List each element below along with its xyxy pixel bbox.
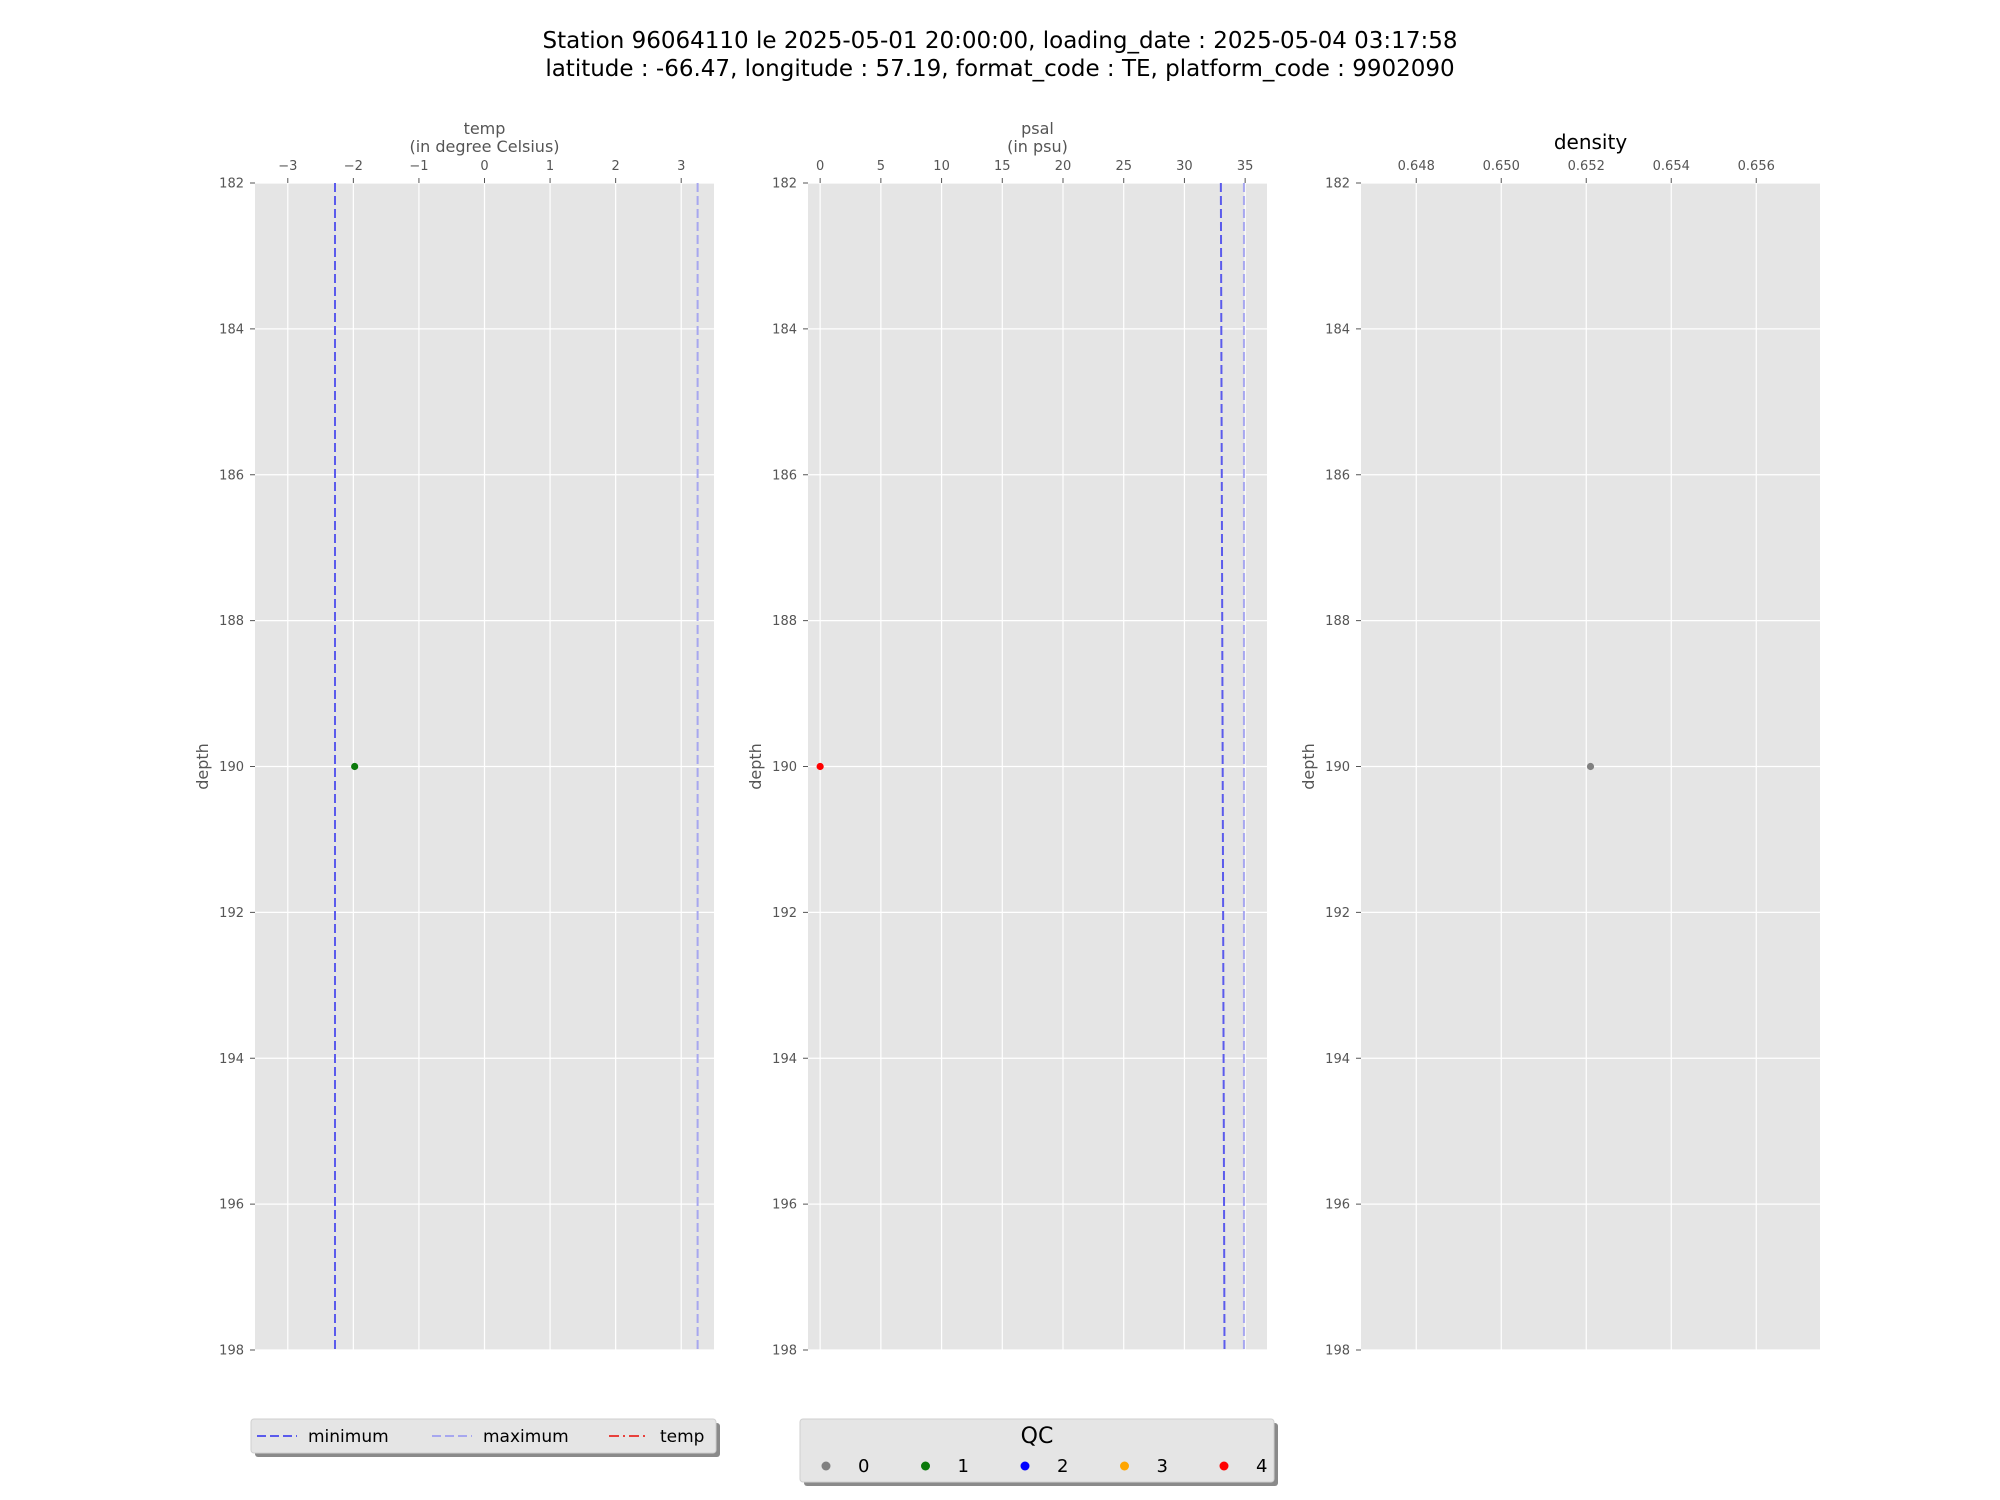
x-axis-label: psal <box>1021 119 1054 138</box>
y-tick-label: 192 <box>772 906 797 921</box>
y-tick-label: 188 <box>1325 614 1350 629</box>
x-tick-label: 5 <box>877 159 885 174</box>
qc-2-label: 2 <box>1057 1456 1068 1477</box>
y-tick-label: 188 <box>772 614 797 629</box>
x-tick-label: 3 <box>677 159 685 174</box>
y-tick-label: 190 <box>1325 760 1350 775</box>
y-tick-label: 182 <box>1325 177 1350 192</box>
y-tick-label: 190 <box>772 760 797 775</box>
y-tick-label: 198 <box>1325 1344 1350 1359</box>
y-tick-label: 184 <box>772 322 797 337</box>
qc-legend: QC 0 1 2 3 4 <box>799 1418 1278 1486</box>
y-tick-label: 186 <box>772 468 797 483</box>
y-tick-label: 186 <box>219 468 244 483</box>
x-tick-label: 2 <box>612 159 620 174</box>
y-tick-label: 196 <box>772 1198 797 1213</box>
y-tick-label: 198 <box>772 1344 797 1359</box>
panel-title: density <box>1554 130 1627 154</box>
x-tick-label: 0.650 <box>1483 159 1520 174</box>
qc-legend-title: QC <box>1021 1424 1054 1449</box>
x-tick-label: 20 <box>1055 159 1072 174</box>
x-tick-label: 0.656 <box>1738 159 1775 174</box>
y-tick-label: 184 <box>1325 322 1350 337</box>
x-tick-label: 1 <box>546 159 554 174</box>
temp-panel: −3 −2 −1 0 1 2 3 182 184 186 188 190 192 194 196 198 dep… <box>193 119 714 1359</box>
y-tick-label: 194 <box>772 1052 797 1067</box>
y-tick-label: 184 <box>219 322 244 337</box>
qc-3-label: 3 <box>1157 1456 1168 1477</box>
qc-2-marker <box>1020 1461 1030 1471</box>
x-tick-label: −2 <box>344 159 363 174</box>
line-legend: minimum maximum temp <box>250 1418 720 1457</box>
qc-1-label: 1 <box>958 1456 969 1477</box>
x-tick-label: 0.654 <box>1653 159 1690 174</box>
x-tick-label: 10 <box>933 159 950 174</box>
y-tick-label: 186 <box>1325 468 1350 483</box>
x-tick-label: 0 <box>816 159 824 174</box>
y-tick-label: 194 <box>1325 1052 1350 1067</box>
data-point <box>816 762 824 771</box>
x-tick-label: 0 <box>480 159 488 174</box>
qc-1-marker <box>921 1461 930 1471</box>
y-tick-label: 194 <box>219 1052 244 1067</box>
x-tick-label: 25 <box>1115 159 1132 174</box>
qc-3-marker <box>1120 1461 1129 1471</box>
y-tick-label: 188 <box>219 614 244 629</box>
legend-frame <box>250 1418 717 1454</box>
qc-0-label: 0 <box>858 1456 869 1477</box>
x-tick-label: 15 <box>994 159 1011 174</box>
minimum-legend-label: minimum <box>308 1427 389 1447</box>
y-tick-label: 198 <box>219 1344 244 1359</box>
x-tick-label: 30 <box>1176 159 1193 174</box>
y-tick-label: 196 <box>1325 1198 1350 1213</box>
qc-0-marker <box>821 1461 831 1471</box>
density-panel: 0.648 0.650 0.652 0.654 0.656 182 184 186 188 190… <box>1299 130 1820 1359</box>
x-tick-label: 0.648 <box>1398 159 1435 174</box>
y-tick-label: 196 <box>219 1198 244 1213</box>
x-tick-label: −3 <box>278 159 297 174</box>
y-tick-label: 192 <box>219 906 244 921</box>
y-axis-label: depth <box>193 743 212 790</box>
y-tick-label: 190 <box>219 760 244 775</box>
y-axis-label: depth <box>1299 743 1318 790</box>
y-tick-label: 192 <box>1325 906 1350 921</box>
x-axis-label: temp <box>464 119 506 138</box>
data-point <box>351 762 359 771</box>
x-tick-label: 35 <box>1237 159 1254 174</box>
y-tick-label: 182 <box>772 177 797 192</box>
qc-4-marker <box>1219 1461 1229 1471</box>
data-point <box>1586 762 1595 771</box>
figure-title-line2: latitude : -66.47, longitude : 57.19, fo… <box>545 56 1454 82</box>
maximum-legend-label: maximum <box>483 1427 569 1447</box>
figure-title-line1: Station 96064110 le 2025-05-01 20:00:00,… <box>543 28 1458 54</box>
qc-4-label: 4 <box>1256 1456 1267 1477</box>
psal-panel: 0 5 10 15 20 25 30 35 182 184 186 188 190 192 194 196 19… <box>746 119 1267 1359</box>
x-axis-label: (in psu) <box>1007 137 1068 156</box>
qc-legend-frame <box>799 1418 1275 1483</box>
y-tick-label: 182 <box>219 177 244 192</box>
x-axis-label: (in degree Celsius) <box>409 137 559 156</box>
x-tick-label: 0.652 <box>1568 159 1605 174</box>
x-tick-label: −1 <box>409 159 428 174</box>
temp-legend-label: temp <box>660 1427 704 1447</box>
y-axis-label: depth <box>746 743 765 790</box>
